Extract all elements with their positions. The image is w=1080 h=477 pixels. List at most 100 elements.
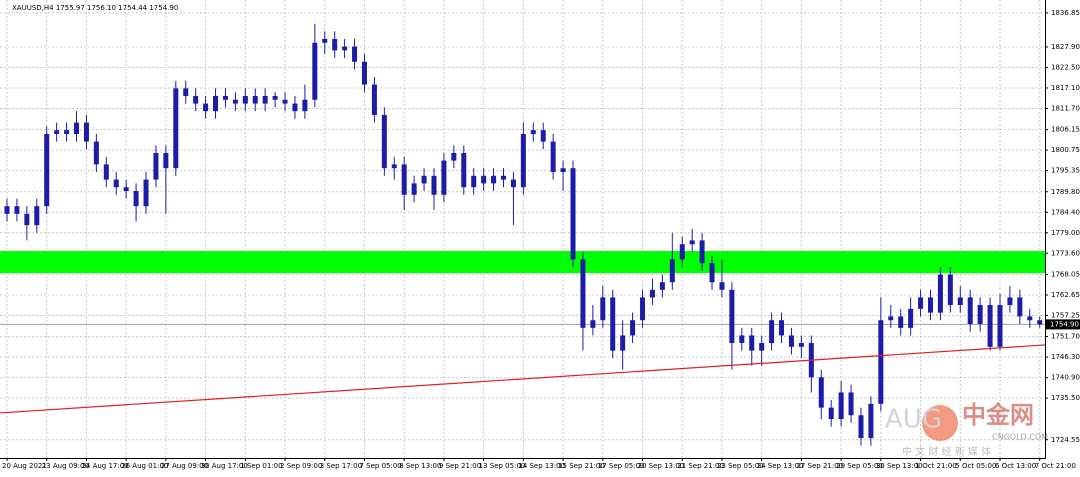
candle-body [788, 335, 794, 347]
candle-body [292, 103, 298, 112]
candle-body [719, 282, 725, 290]
candle-body [252, 95, 258, 104]
x-tick-label: 8 Sep 13:00 [399, 462, 441, 470]
candle-body [560, 168, 566, 172]
candle-body [371, 84, 377, 115]
watermark-text: CNGOLD.COM [992, 433, 1048, 442]
y-tick-label: 1827.90 [1051, 43, 1080, 51]
candle-body [779, 320, 785, 336]
x-tick-label: 24 Sep 13:00 [757, 462, 804, 470]
candle-body [451, 152, 457, 161]
candle-body [848, 392, 854, 416]
grid [0, 0, 1045, 458]
candle-body [570, 168, 576, 260]
candle-body [322, 38, 328, 43]
candle-body [937, 274, 943, 313]
candle-body [908, 308, 914, 328]
candle-body [868, 403, 874, 439]
x-tick-label: 27 Aug 09:00 [161, 462, 208, 470]
x-tick-label: 23 Aug 09:00 [42, 462, 89, 470]
candle-body [272, 95, 278, 100]
y-tick-label: 1746.30 [1051, 353, 1080, 361]
y-tick-label: 1751.70 [1051, 333, 1080, 341]
candle-body [798, 343, 804, 347]
x-tick-label: 24 Aug 17:00 [81, 462, 128, 470]
candle-body [302, 99, 308, 112]
candle-body [491, 175, 497, 184]
candle-body [649, 289, 655, 298]
candle-body [391, 164, 397, 169]
candle-body [4, 206, 10, 214]
candle-body [977, 305, 983, 325]
candle-body [262, 95, 268, 104]
y-tick-label: 1789.80 [1051, 188, 1080, 196]
candle-body [997, 305, 1003, 347]
candle-body [838, 392, 844, 420]
y-tick-label: 1800.75 [1051, 146, 1080, 154]
x-tick-label: 7 Oct 21:00 [1035, 462, 1076, 470]
candle-body [640, 297, 646, 321]
candle-body [352, 46, 358, 62]
x-tick-label: 27 Sep 21:00 [796, 462, 843, 470]
candle-body [620, 335, 626, 351]
watermark-text: 中金网 [962, 401, 1034, 429]
candle-body [888, 316, 894, 321]
plot [0, 23, 1046, 446]
candle-body [143, 179, 149, 207]
candle-body [431, 175, 437, 195]
last-price-label: 1754.90 [1050, 320, 1079, 328]
y-tick-label: 1724.55 [1051, 436, 1080, 444]
candle-body [858, 415, 864, 439]
candle-body [957, 297, 963, 306]
candle-body [759, 343, 765, 351]
candle-body [818, 377, 824, 408]
candle-body [739, 335, 745, 344]
x-tick-label: 9 Sep 21:00 [439, 462, 481, 470]
y-tick-label: 1740.90 [1051, 374, 1080, 382]
candle-body [947, 274, 953, 306]
candle-body [1017, 297, 1023, 317]
candle-body [630, 320, 636, 336]
watermark-text: 中 文 财 经 新 媒 体 [902, 445, 991, 458]
candle-body [987, 305, 993, 347]
y-tick-label: 1757.25 [1051, 311, 1080, 319]
x-tick-label: 13 Sep 05:00 [479, 462, 526, 470]
x-tick-label: 17 Sep 05:00 [598, 462, 645, 470]
candle-body [709, 263, 715, 283]
candle-body [441, 160, 447, 195]
candle-body [1027, 316, 1033, 321]
candle-body [918, 297, 924, 309]
candle-body [520, 133, 526, 188]
candle-body [530, 130, 536, 134]
candle-body [183, 88, 189, 96]
x-tick-label: 29 Sep 05:00 [836, 462, 883, 470]
candle-body [381, 114, 387, 169]
zone [0, 251, 1045, 274]
candle-body [828, 407, 834, 420]
candle-body [411, 183, 417, 195]
x-tick-label: 20 Sep 13:00 [638, 462, 685, 470]
x-tick-label: 1 Oct 21:00 [916, 462, 957, 470]
candle-body [967, 297, 973, 325]
candle-body [501, 175, 506, 180]
candle-body [173, 88, 179, 169]
y-tick-label: 1768.05 [1051, 270, 1080, 278]
candle-body [659, 282, 665, 290]
candle-body [64, 130, 70, 134]
x-tick-label: 30 Aug 17:00 [201, 462, 248, 470]
x-tick-label: 23 Sep 05:00 [717, 462, 764, 470]
watermark: AUG 中金网 CNGOLD.COM 中 文 财 经 新 媒 体 [885, 401, 1048, 458]
y-tick-label: 1762.65 [1051, 291, 1080, 299]
watermark-logo [922, 405, 958, 441]
candle-body [669, 259, 675, 283]
candle-body [1007, 297, 1013, 306]
last-price-tag [1046, 319, 1080, 330]
candle-body [699, 240, 705, 264]
candle-body [550, 141, 556, 172]
y-tick-label: 1735.50 [1051, 394, 1080, 402]
candle-body [769, 320, 775, 344]
candle-body [232, 99, 238, 104]
x-tick-label: 14 Sep 13:00 [518, 462, 565, 470]
